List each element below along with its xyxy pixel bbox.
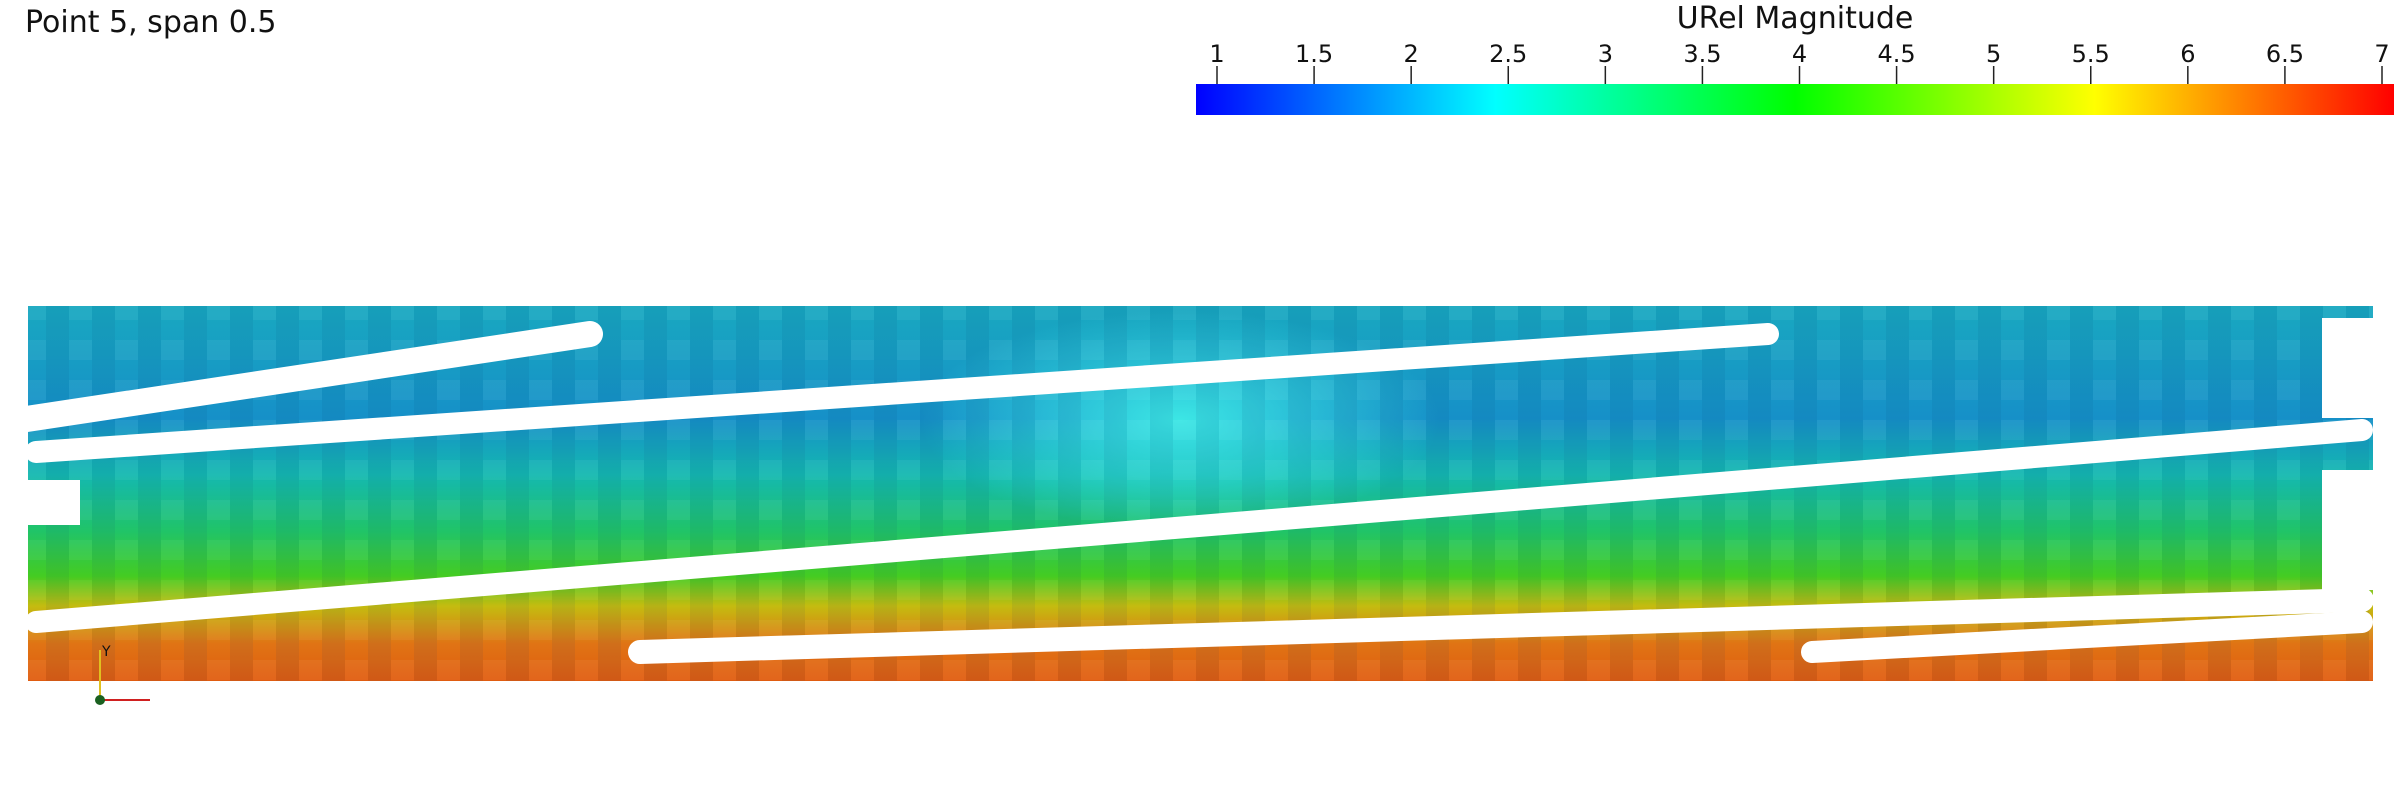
blade <box>25 323 1779 463</box>
flow-field <box>7 306 2374 681</box>
color-tick-label: 5.5 <box>2072 40 2110 68</box>
color-tick-label: 3 <box>1598 40 1613 68</box>
color-tick-label: 4 <box>1792 40 1807 68</box>
axes-triad: Y <box>95 644 150 705</box>
color-tick-label: 3.5 <box>1683 40 1721 68</box>
color-tick-label: 1.5 <box>1295 40 1333 68</box>
color-tick-label: 6.5 <box>2266 40 2304 68</box>
outlet-notch <box>2322 470 2373 590</box>
y-axis-label: Y <box>101 644 111 660</box>
color-tick-label: 7 <box>2374 40 2389 68</box>
blade <box>25 419 2373 633</box>
color-tick-label: 6 <box>2180 40 2195 68</box>
blade <box>7 321 603 433</box>
color-tick-label: 2.5 <box>1489 40 1527 68</box>
inlet-notch <box>28 480 80 525</box>
color-bar <box>1196 84 2394 115</box>
color-tick-label: 1 <box>1209 40 1224 68</box>
color-tick-label: 5 <box>1986 40 2001 68</box>
blades <box>7 321 2374 664</box>
blade <box>1801 611 2373 663</box>
color-tick-label: 4.5 <box>1877 40 1915 68</box>
view-title: Point 5, span 0.5 <box>25 5 277 40</box>
color-legend: URel Magnitude 1 1.5 2 2.5 3 3.5 4 4.5 5 5.5 6 6.5 7 <box>1196 1 2394 115</box>
outlet-notch <box>2322 318 2373 418</box>
color-legend-title: URel Magnitude <box>1677 1 1914 36</box>
blade <box>628 588 2374 664</box>
color-tick-label: 2 <box>1404 40 1419 68</box>
z-axis-dot <box>95 695 105 705</box>
